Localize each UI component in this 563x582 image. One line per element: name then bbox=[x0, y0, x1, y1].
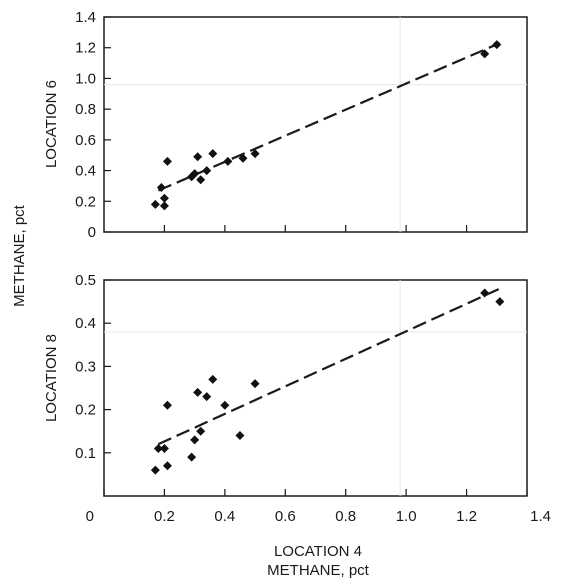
data-point bbox=[238, 153, 248, 163]
data-point bbox=[250, 149, 260, 159]
y-tick-label: 0.8 bbox=[75, 101, 96, 118]
x-tick-label: 0.6 bbox=[275, 508, 296, 525]
data-point bbox=[193, 387, 203, 397]
data-point bbox=[156, 182, 166, 192]
data-point bbox=[190, 169, 200, 179]
data-point bbox=[223, 156, 233, 166]
data-point bbox=[162, 461, 172, 471]
bottom-panel-grid bbox=[104, 280, 527, 496]
data-point bbox=[480, 288, 490, 298]
top-panel-location-6: 0 0.2 0.4 0.6 0.8 1.0 1.2 1.4 LOCATION 6 bbox=[43, 9, 528, 241]
data-point bbox=[480, 49, 490, 59]
x-tick-label: 0.2 bbox=[154, 508, 175, 525]
data-point bbox=[162, 156, 172, 166]
x-tick-label: 1.4 bbox=[530, 508, 551, 525]
data-point bbox=[190, 435, 200, 445]
data-point bbox=[202, 392, 212, 402]
data-point bbox=[150, 199, 160, 209]
trendline bbox=[157, 42, 501, 192]
data-point bbox=[220, 400, 230, 410]
data-point bbox=[150, 465, 160, 475]
x-tick-label: 0 bbox=[86, 508, 94, 525]
y-tick-label: 0.2 bbox=[75, 193, 96, 210]
x-axis-title-methane: METHANE, pct bbox=[267, 562, 370, 579]
data-point bbox=[196, 426, 206, 436]
top-panel-y-ticks: 0 0.2 0.4 0.6 0.8 1.0 1.2 1.4 bbox=[75, 9, 468, 241]
data-point bbox=[495, 297, 505, 307]
y-tick-label: 0.5 bbox=[75, 272, 96, 289]
y-tick-label: 0 bbox=[88, 224, 96, 241]
data-point bbox=[159, 443, 169, 453]
y-tick-label: 0.4 bbox=[75, 315, 96, 332]
bottom-panel-y-ticks: 0.1 0.2 0.3 0.4 0.5 bbox=[75, 272, 111, 462]
data-point bbox=[159, 193, 169, 203]
y-tick-label: 1.0 bbox=[75, 70, 96, 87]
bottom-panel-frame bbox=[103, 279, 528, 497]
y-tick-label: 0.2 bbox=[75, 402, 96, 419]
top-panel-y-axis-title: LOCATION 6 bbox=[43, 80, 60, 168]
bottom-panel-trendline bbox=[157, 287, 501, 446]
x-tick-label: 0.8 bbox=[335, 508, 356, 525]
data-point bbox=[208, 149, 218, 159]
data-point bbox=[208, 374, 218, 384]
bottom-panel-x-ticks: 0 0.2 0.4 0.6 0.8 1.0 1.2 1.4 bbox=[86, 489, 551, 525]
bottom-panel-y-axis-title: LOCATION 8 bbox=[43, 334, 60, 422]
data-point bbox=[193, 152, 203, 162]
bottom-panel-points bbox=[150, 288, 505, 475]
bottom-panel-location-8: 0.1 0.2 0.3 0.4 0.5 0 0.2 0.4 0.6 0.8 1.0 1.2 1.4 L… bbox=[43, 272, 551, 525]
data-point bbox=[153, 443, 163, 453]
data-point bbox=[187, 452, 197, 462]
data-point bbox=[159, 201, 169, 211]
data-point bbox=[492, 40, 502, 50]
x-tick-label: 1.0 bbox=[396, 508, 417, 525]
x-axis-title-location: LOCATION 4 bbox=[274, 543, 362, 560]
data-point bbox=[162, 400, 172, 410]
y-tick-label: 0.6 bbox=[75, 132, 96, 149]
data-point bbox=[202, 166, 212, 176]
y-tick-label: 0.3 bbox=[75, 358, 96, 375]
y-tick-label: 1.2 bbox=[75, 40, 96, 57]
top-panel-points bbox=[150, 40, 502, 211]
data-point bbox=[235, 431, 245, 441]
y-tick-label: 1.4 bbox=[75, 9, 96, 26]
trendline bbox=[157, 287, 501, 446]
y-tick-label: 0.4 bbox=[75, 163, 96, 180]
shared-y-axis-title: METHANE, pct bbox=[11, 204, 28, 307]
top-panel-grid bbox=[104, 17, 527, 232]
x-tick-label: 0.4 bbox=[214, 508, 235, 525]
top-panel-frame bbox=[103, 16, 528, 233]
top-panel-trendline bbox=[157, 42, 501, 192]
data-point bbox=[196, 175, 206, 185]
x-tick-label: 1.2 bbox=[456, 508, 477, 525]
y-tick-label: 0.1 bbox=[75, 445, 96, 462]
data-point bbox=[250, 379, 260, 389]
